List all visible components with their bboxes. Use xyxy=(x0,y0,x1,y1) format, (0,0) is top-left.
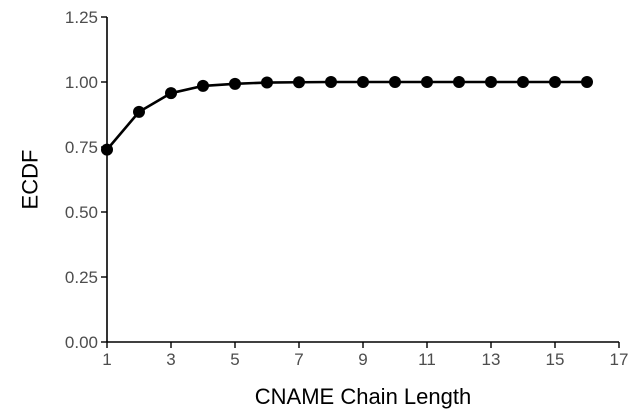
data-point xyxy=(581,76,593,88)
x-tick-label: 11 xyxy=(418,350,436,369)
data-point xyxy=(261,76,273,89)
y-tick-label: 1.00 xyxy=(65,73,98,92)
data-point xyxy=(229,77,241,90)
data-point xyxy=(101,143,113,156)
y-tick-label: 0.50 xyxy=(65,203,98,222)
data-point xyxy=(421,76,433,88)
data-point xyxy=(165,87,177,100)
data-point xyxy=(133,105,145,118)
y-tick-label: 1.25 xyxy=(65,8,98,27)
y-tick-label: 0.75 xyxy=(65,138,98,157)
y-axis-title: ECDF xyxy=(18,150,43,210)
plot-area xyxy=(101,76,593,156)
data-point xyxy=(485,76,497,88)
data-point xyxy=(197,79,209,92)
x-tick-label: 13 xyxy=(482,350,501,369)
y-ticks: 0.00 0.25 0.50 0.75 1.00 1.25 xyxy=(65,8,107,352)
data-point xyxy=(453,76,465,88)
data-point xyxy=(549,76,561,88)
series-line xyxy=(106,80,587,151)
data-point xyxy=(389,76,401,88)
x-tick-label: 7 xyxy=(294,350,303,369)
x-tick-label: 17 xyxy=(610,350,629,369)
x-tick-label: 15 xyxy=(546,350,565,369)
x-tick-label: 3 xyxy=(166,350,175,369)
x-tick-label: 9 xyxy=(358,350,367,369)
x-tick-label: 5 xyxy=(230,350,239,369)
x-tick-label: 1 xyxy=(102,350,111,369)
data-point xyxy=(357,76,369,88)
data-point xyxy=(517,76,529,88)
axes xyxy=(106,17,619,343)
x-ticks: 1 3 5 7 9 11 13 15 17 xyxy=(102,342,628,369)
y-tick-label: 0.00 xyxy=(65,333,98,352)
y-tick-label: 0.25 xyxy=(65,268,98,287)
data-point xyxy=(325,76,337,88)
x-axis-title: CNAME Chain Length xyxy=(255,384,471,409)
data-point xyxy=(293,76,305,89)
series-points xyxy=(101,76,593,156)
